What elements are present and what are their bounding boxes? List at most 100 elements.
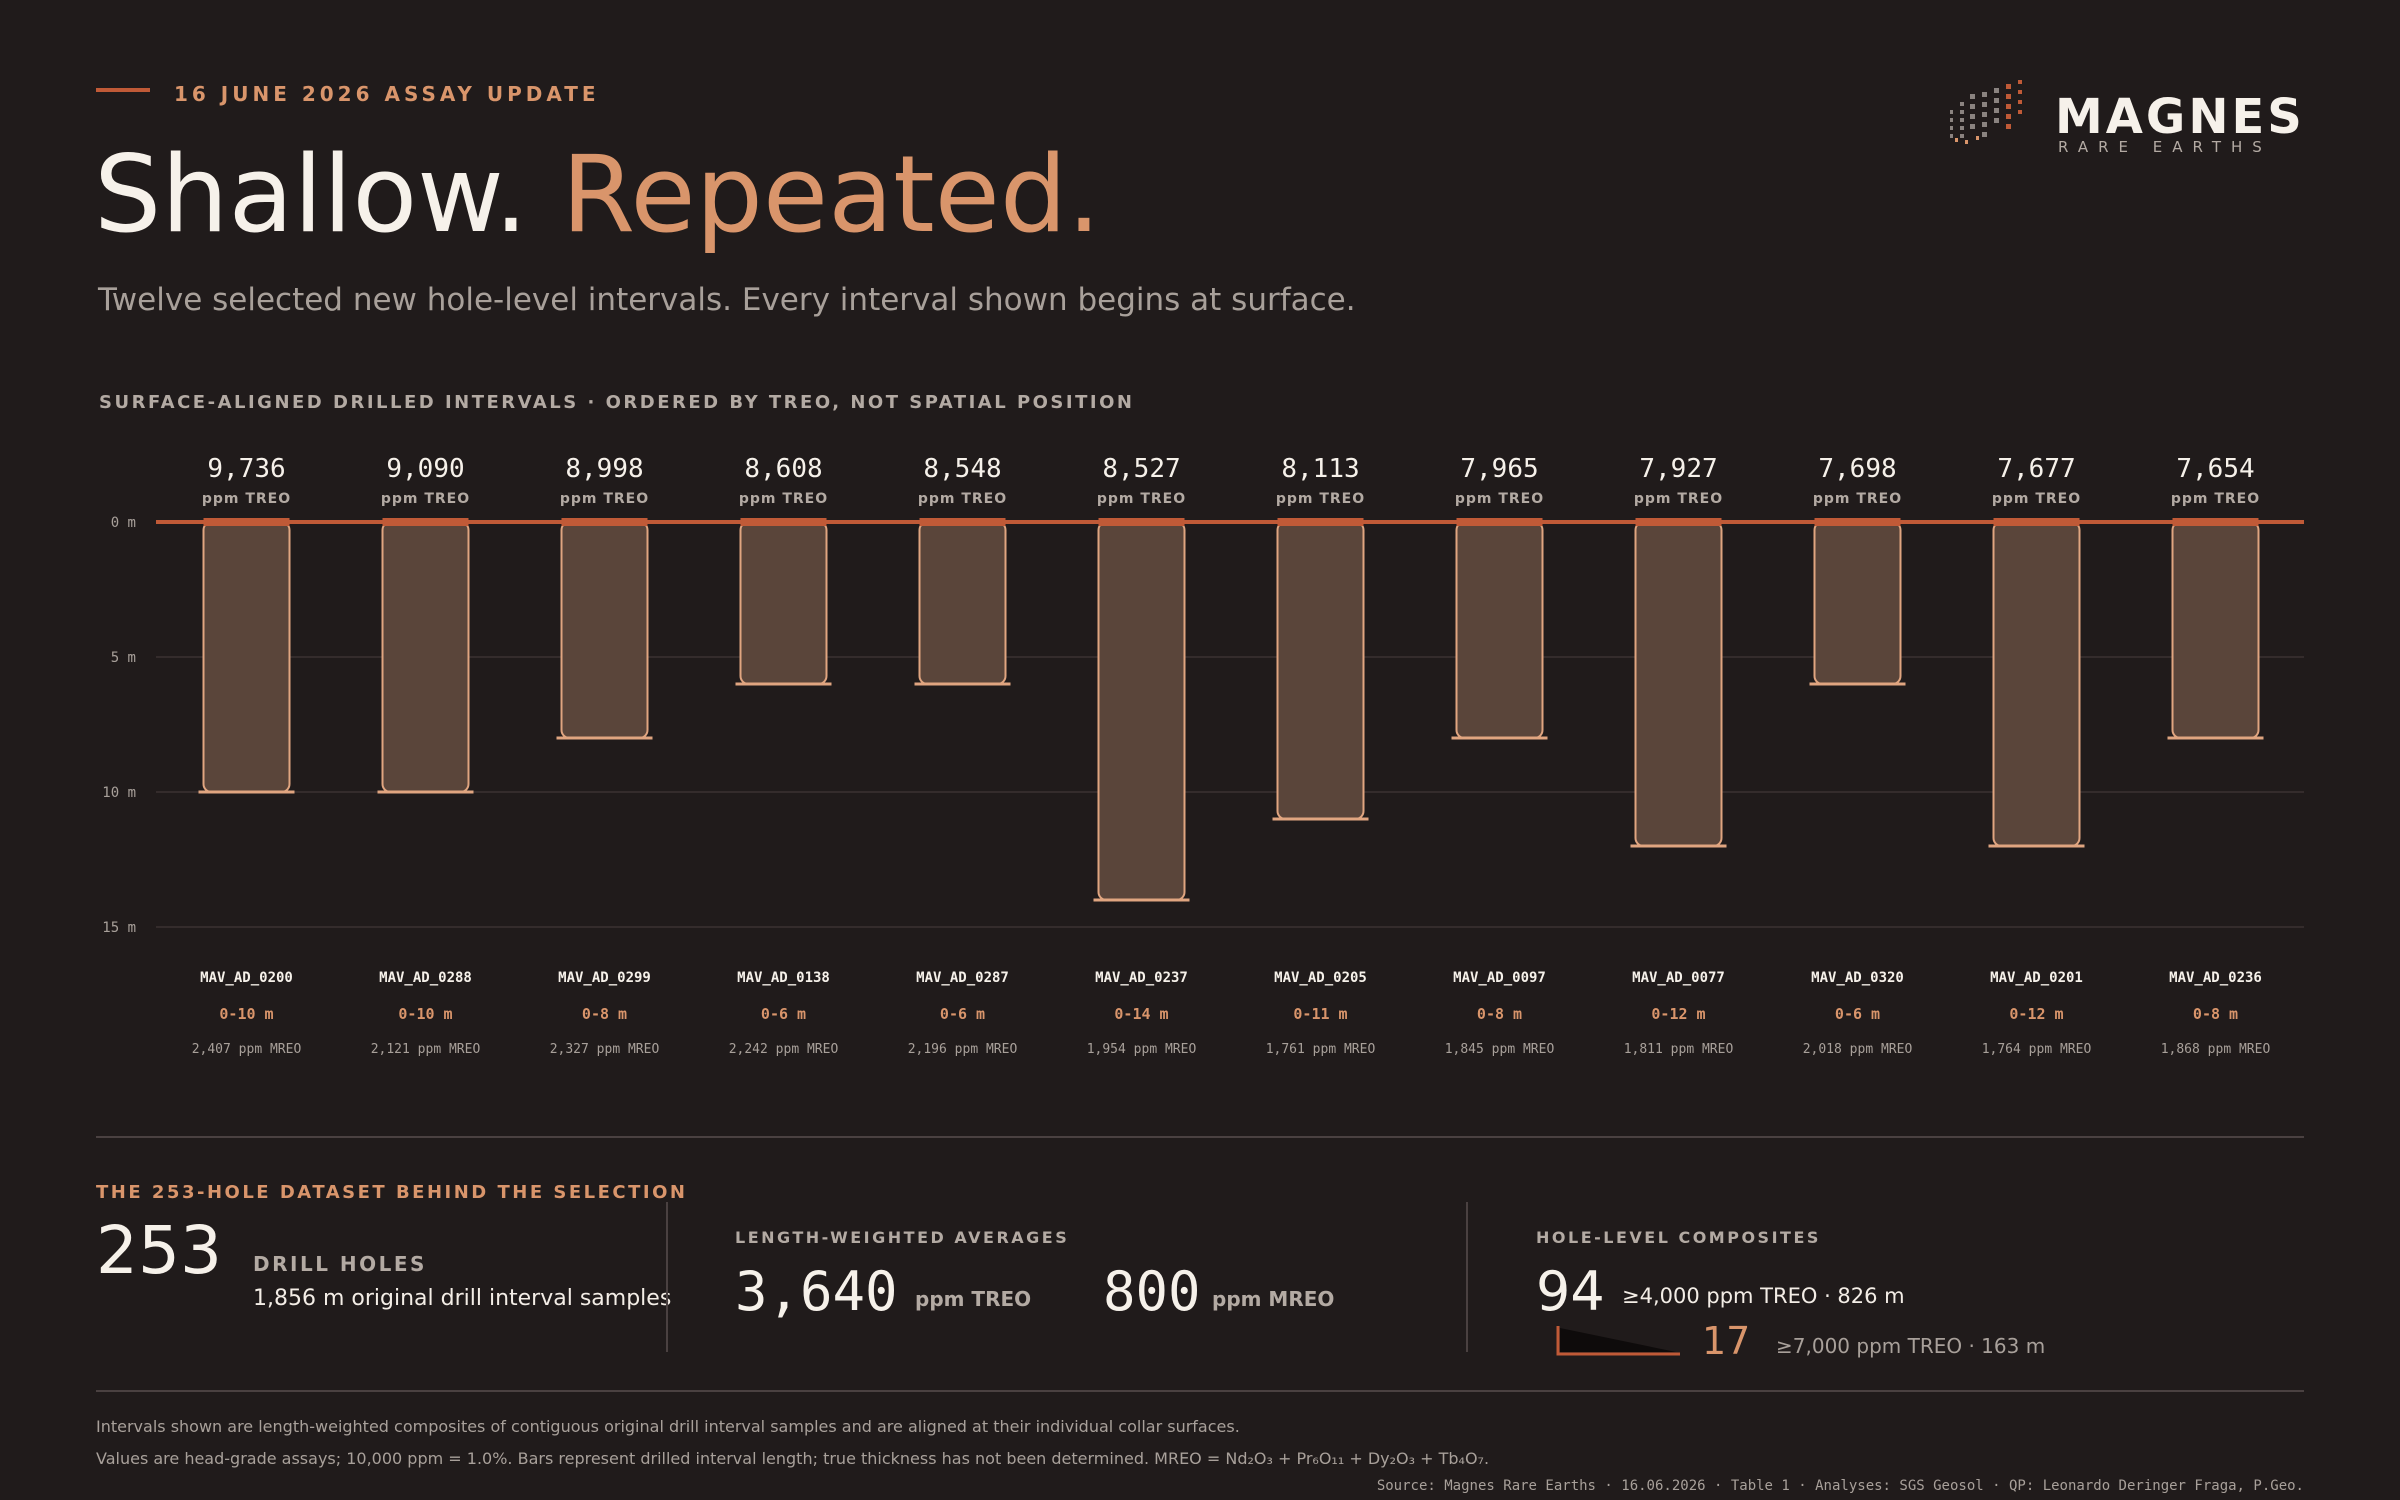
treo-value: 7,677 [1997,454,2075,484]
treo-unit: ppm TREO [202,491,291,507]
mreo-value: 2,018 ppm MREO [1803,1042,1913,1057]
hole-id: MAV_AD_0200 [200,970,293,986]
treo-unit: ppm TREO [1634,491,1723,507]
treo-value: 7,965 [1460,454,1538,484]
treo-value: 8,527 [1102,454,1180,484]
composites-label: HOLE-LEVEL COMPOSITES [1536,1228,1821,1247]
mreo-value: 1,845 ppm MREO [1445,1042,1555,1057]
comp1-value: 94 [1536,1260,1605,1323]
avg-treo-value: 3,640 [735,1260,898,1323]
comp2-text: ≥7,000 ppm TREO · 163 m [1776,1334,2046,1358]
interval-bar [1455,521,1544,739]
samples-text: 1,856 m original drill interval samples [253,1286,672,1311]
treo-value: 9,090 [386,454,464,484]
hole-id: MAV_AD_0287 [916,970,1009,986]
page-subtitle: Twelve selected new hole-level intervals… [98,282,1356,318]
treo-unit: ppm TREO [560,491,649,507]
interval-bar [2171,521,2260,739]
mreo-value: 1,868 ppm MREO [2161,1042,2271,1057]
interval-range: 0-11 m [1293,1005,1347,1023]
y-tick-label: 10 m [102,785,136,801]
interval-range: 0-14 m [1114,1005,1168,1023]
y-tick-label: 5 m [111,650,136,666]
hole-id: MAV_AD_0237 [1095,970,1188,986]
mreo-value: 2,327 ppm MREO [550,1042,660,1057]
y-tick-label: 15 m [102,920,136,936]
hole-id: MAV_AD_0299 [558,970,651,986]
interval-range: 0-10 m [219,1005,273,1023]
footer-divider [96,1390,2304,1392]
interval-bar [560,521,649,739]
treo-value: 8,608 [744,454,822,484]
source-line: Source: Magnes Rare Earths · 16.06.2026 … [1376,1478,2304,1494]
logo-tagline: RARE EARTHS [2058,138,2272,156]
drill-interval-chart: 0 m 5 m 10 m 15 m 9,736 ppm TREO MAV_AD_0200 0-… [102,454,2304,1057]
interval-range: 0-6 m [940,1005,985,1023]
dataset-label: THE 253-HOLE DATASET BEHIND THE SELECTIO… [96,1182,688,1203]
interval-bar [1992,521,2081,847]
footnote-2: Values are head-grade assays; 10,000 ppm… [96,1449,1490,1468]
mreo-value: 1,954 ppm MREO [1087,1042,1197,1057]
mreo-value: 1,811 ppm MREO [1624,1042,1734,1057]
mreo-value: 1,761 ppm MREO [1266,1042,1376,1057]
hole-id: MAV_AD_0201 [1990,970,2083,986]
hole-id: MAV_AD_0205 [1274,970,1367,986]
interval-bar [739,521,828,685]
treo-unit: ppm TREO [381,491,470,507]
hole-id: MAV_AD_0236 [2169,970,2262,986]
interval-range: 0-6 m [1835,1005,1880,1023]
logo-name: MAGNES [2055,89,2305,145]
averages-label: LENGTH-WEIGHTED AVERAGES [735,1228,1070,1247]
chart-title: SURFACE-ALIGNED DRILLED INTERVALS · ORDE… [99,392,1135,413]
avg-mreo-value: 800 [1103,1260,1201,1323]
interval-bar [1813,521,1902,685]
avg-mreo-unit: ppm MREO [1212,1287,1335,1311]
treo-unit: ppm TREO [2171,491,2260,507]
eyebrow-text: 16 JUNE 2026 ASSAY UPDATE [174,82,600,106]
section-divider [96,1136,2304,1138]
treo-unit: ppm TREO [918,491,1007,507]
interval-range: 0-6 m [761,1005,806,1023]
eyebrow-rule [96,88,150,92]
interval-bar [1097,521,1186,901]
treo-value: 8,548 [923,454,1001,484]
mreo-value: 2,407 ppm MREO [192,1042,302,1057]
mreo-value: 2,121 ppm MREO [371,1042,481,1057]
interval-bar [381,521,470,793]
mreo-value: 1,764 ppm MREO [1982,1042,2092,1057]
comp1-text: ≥4,000 ppm TREO · 826 m [1622,1284,1905,1308]
treo-unit: ppm TREO [1813,491,1902,507]
treo-unit: ppm TREO [1992,491,2081,507]
interval-bar [918,521,1007,685]
drill-dots-icon [1950,80,2022,144]
hole-id: MAV_AD_0138 [737,970,830,986]
composite-wedge-icon [1556,1326,1680,1356]
treo-value: 7,698 [1818,454,1896,484]
interval-range: 0-12 m [1651,1005,1705,1023]
treo-value: 9,736 [207,454,285,484]
interval-range: 0-8 m [1477,1005,1522,1023]
hole-id: MAV_AD_0320 [1811,970,1904,986]
interval-bar [1634,521,1723,847]
vertical-separator [666,1202,668,1352]
title-part-2: Repeated. [561,133,1101,256]
title-part-1: Shallow. [94,133,528,256]
mreo-value: 2,196 ppm MREO [908,1042,1018,1057]
treo-value: 7,927 [1639,454,1717,484]
treo-value: 8,113 [1281,454,1359,484]
treo-unit: ppm TREO [739,491,828,507]
hole-id: MAV_AD_0288 [379,970,472,986]
interval-range: 0-12 m [2009,1005,2063,1023]
interval-range: 0-8 m [2193,1005,2238,1023]
hole-id: MAV_AD_0077 [1632,970,1725,986]
comp2-value: 17 [1702,1319,1751,1363]
holes-label: DRILL HOLES [253,1252,427,1276]
interval-bar [1276,521,1365,820]
treo-unit: ppm TREO [1455,491,1544,507]
interval-range: 0-10 m [398,1005,452,1023]
vertical-separator [1466,1202,1468,1352]
treo-unit: ppm TREO [1276,491,1365,507]
interval-range: 0-8 m [582,1005,627,1023]
treo-value: 7,654 [2176,454,2254,484]
treo-unit: ppm TREO [1097,491,1186,507]
